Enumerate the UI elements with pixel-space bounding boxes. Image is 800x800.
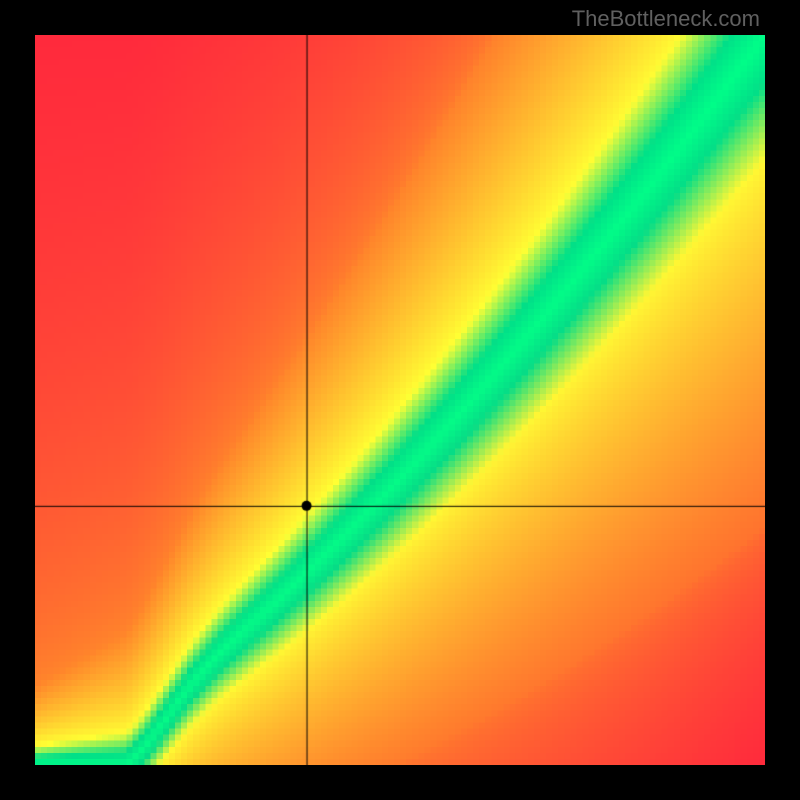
crosshair-overlay [35,35,765,765]
watermark-text: TheBottleneck.com [572,6,760,32]
chart-container: TheBottleneck.com [0,0,800,800]
